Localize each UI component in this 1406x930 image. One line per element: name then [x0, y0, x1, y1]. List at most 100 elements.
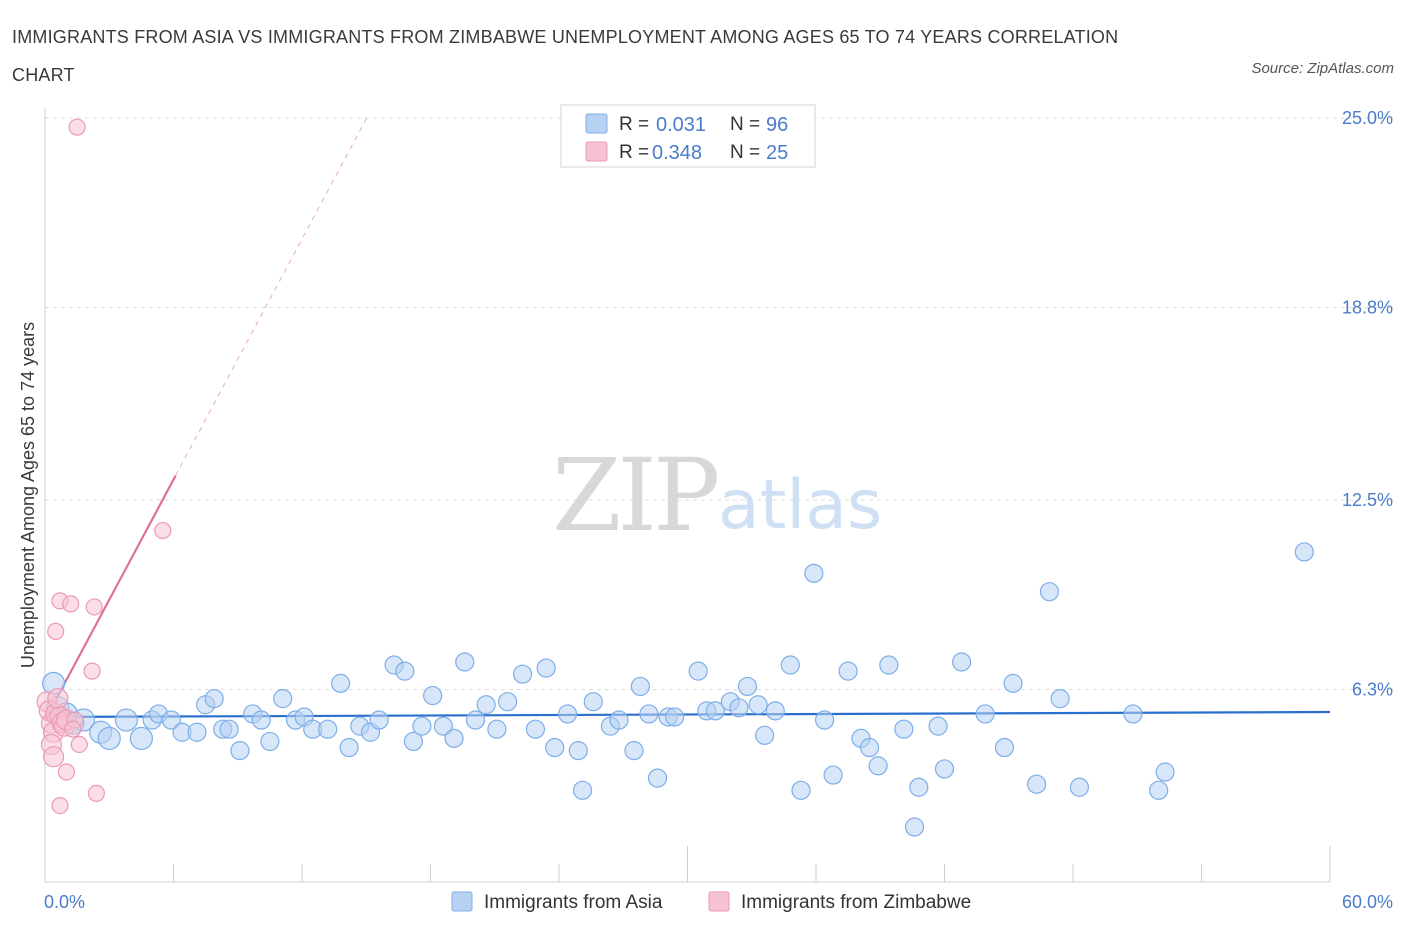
- point-asia-35: [403, 731, 423, 752]
- point-asia-88: [1003, 673, 1023, 693]
- point-asia-18: [219, 719, 239, 739]
- point-asia-89: [1026, 774, 1047, 794]
- point-asia-82: [909, 777, 929, 797]
- point-zimbabwe-22: [87, 784, 106, 802]
- point-asia-42: [476, 695, 496, 715]
- point-asia-46: [525, 719, 546, 739]
- point-asia-56: [630, 676, 650, 697]
- stats-r-label-zimbabwe: R =: [619, 142, 649, 163]
- point-asia-43: [487, 719, 507, 739]
- point-asia-63: [705, 701, 725, 721]
- point-asia-19: [230, 740, 250, 761]
- point-asia-34: [395, 661, 415, 681]
- point-asia-85: [952, 652, 972, 672]
- y-tick-label-2: 12.5%: [1342, 490, 1393, 510]
- trend-line-zimbabwe: [44, 475, 177, 721]
- point-asia-75: [838, 661, 858, 681]
- point-zimbabwe-12: [42, 746, 65, 768]
- stats-r-label-asia: R =: [619, 114, 649, 135]
- point-asia-83: [928, 716, 948, 736]
- point-zimbabwe-0: [68, 118, 86, 136]
- point-asia-51: [572, 780, 593, 800]
- point-asia-27: [318, 719, 338, 739]
- point-asia-84: [934, 759, 955, 779]
- point-asia-44: [498, 692, 518, 712]
- point-asia-65: [729, 698, 749, 718]
- point-asia-58: [647, 768, 668, 788]
- watermark-atlas: atlas: [718, 466, 882, 545]
- y-tick-label-1: 18.8%: [1342, 297, 1393, 317]
- stats-r-value-zimbabwe: 0.348: [652, 142, 702, 164]
- point-asia-38: [433, 716, 453, 736]
- point-asia-69: [765, 701, 785, 721]
- point-asia-96: [1294, 542, 1314, 562]
- point-zimbabwe-21: [83, 662, 101, 680]
- point-zimbabwe-24: [64, 720, 82, 738]
- trend-lines: [44, 117, 1331, 721]
- point-zimbabwe-17: [70, 735, 88, 754]
- watermark: ZIP atlas: [552, 437, 882, 554]
- point-asia-94: [1149, 780, 1169, 800]
- point-asia-60: [665, 707, 685, 727]
- chart-title: IMMIGRANTS FROM ASIA VS IMMIGRANTS FROM …: [12, 27, 1119, 85]
- point-asia-45: [512, 664, 533, 684]
- stats-r-value-asia: 0.031: [656, 114, 706, 136]
- data-points: [36, 118, 1314, 837]
- point-asia-32: [369, 710, 389, 730]
- y-tick-label-0: 25.0%: [1342, 108, 1393, 128]
- y-tick-labels: 25.0% 18.8% 12.5% 6.3%: [1342, 108, 1393, 699]
- point-asia-91: [1050, 689, 1070, 709]
- point-zimbabwe-23: [154, 521, 172, 540]
- chart-source: Source: ZipAtlas.com: [1251, 60, 1394, 77]
- point-asia-41: [465, 710, 486, 730]
- point-asia-93: [1123, 704, 1143, 724]
- point-zimbabwe-20: [85, 598, 103, 616]
- point-asia-49: [557, 704, 578, 724]
- point-asia-16: [204, 689, 224, 709]
- point-asia-78: [868, 756, 888, 776]
- point-asia-29: [339, 737, 359, 758]
- point-asia-81: [904, 817, 925, 837]
- point-asia-73: [814, 710, 835, 730]
- trend-line-zimbabwe-extension: [175, 117, 368, 476]
- point-zimbabwe-15: [62, 595, 80, 613]
- stats-n-label-asia: N =: [730, 114, 760, 135]
- legend-swatch-asia: [451, 891, 473, 912]
- y-axis-title: Unemployment Among Ages 65 to 74 years: [18, 322, 38, 668]
- point-asia-68: [754, 725, 775, 745]
- point-asia-48: [545, 737, 565, 758]
- point-asia-50: [568, 740, 588, 761]
- point-asia-95: [1155, 762, 1175, 782]
- point-asia-9: [129, 726, 153, 750]
- point-asia-23: [273, 689, 293, 709]
- point-asia-12: [161, 710, 181, 730]
- point-asia-14: [187, 722, 207, 742]
- x-tick-label-min: 0.0%: [44, 892, 85, 912]
- point-asia-90: [1039, 582, 1060, 602]
- y-tick-label-3: 6.3%: [1352, 679, 1393, 699]
- point-zimbabwe-13: [47, 622, 65, 641]
- point-zimbabwe-18: [57, 763, 76, 781]
- point-zimbabwe-19: [51, 796, 69, 815]
- point-asia-71: [791, 780, 811, 800]
- point-asia-47: [536, 658, 556, 678]
- point-asia-70: [780, 655, 800, 675]
- stats-legend-swatch-zimbabwe: [585, 141, 608, 162]
- point-asia-28: [330, 673, 351, 693]
- point-asia-67: [748, 695, 768, 715]
- point-asia-72: [804, 563, 824, 583]
- point-asia-77: [859, 737, 880, 758]
- point-asia-8: [114, 708, 138, 732]
- watermark-zip: ZIP: [552, 437, 717, 554]
- point-asia-55: [624, 740, 644, 761]
- point-zimbabwe-6: [47, 688, 69, 710]
- grid-lines: [45, 117, 1393, 690]
- point-asia-7: [97, 726, 121, 750]
- point-asia-52: [583, 692, 603, 712]
- point-asia-86: [975, 704, 995, 724]
- stats-legend-swatch-asia: [585, 113, 608, 134]
- point-asia-80: [894, 719, 914, 739]
- point-asia-57: [639, 704, 659, 724]
- x-tick-label-max: 60.0%: [1342, 892, 1393, 912]
